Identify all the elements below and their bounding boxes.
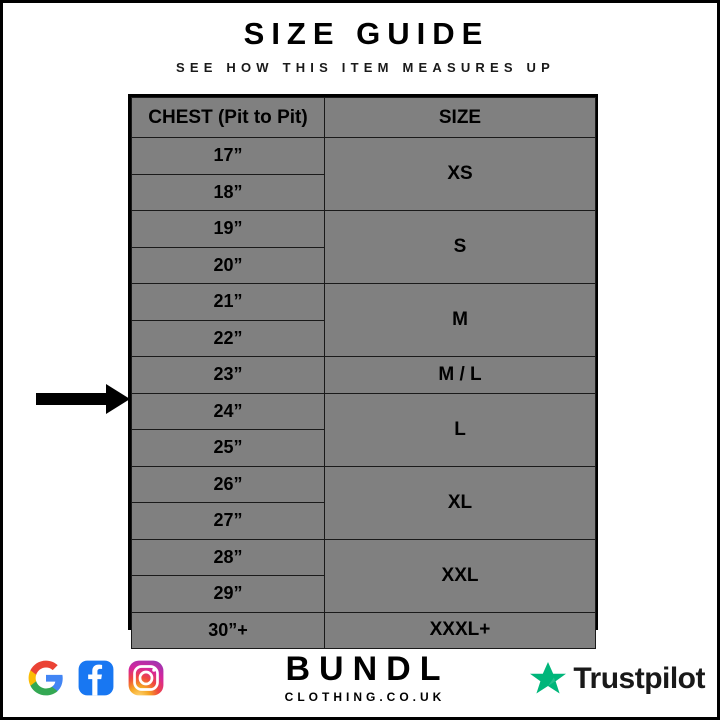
brand-domain: CLOTHING.CO.UK [284, 690, 446, 704]
chest-cell: 22” [131, 319, 325, 357]
size-cell: XXXL+ [324, 611, 596, 649]
chest-cell: 20” [131, 246, 325, 284]
chest-cell: 25” [131, 429, 325, 467]
table-row-selected[interactable]: 24” L [131, 392, 596, 467]
selection-arrow-icon [36, 384, 130, 414]
trustpilot-logo[interactable]: Trustpilot [527, 659, 705, 699]
chest-cell: 21” [131, 283, 325, 321]
chest-cell: 23” [131, 356, 325, 394]
size-table: CHEST (Pit to Pit) SIZE 17” XS 18” 19” S… [131, 97, 596, 649]
chest-cell: 17” [131, 137, 325, 175]
chest-cell: 29” [131, 575, 325, 613]
chest-cell: 27” [131, 502, 325, 540]
google-icon[interactable] [27, 659, 65, 697]
chest-cell: 26” [131, 465, 325, 503]
page-subtitle: SEE HOW THIS ITEM MEASURES UP [175, 60, 556, 75]
table-row[interactable]: 20” [131, 246, 596, 284]
page-title: SIZE GUIDE [243, 16, 490, 51]
size-cell: XXL [324, 538, 596, 613]
header: SIZE GUIDE SEE HOW THIS ITEM MEASURES UP [3, 16, 717, 77]
trustpilot-star-icon [530, 662, 567, 694]
table-row[interactable]: 17” XS [131, 137, 596, 211]
table-row[interactable]: 30”+ XXXL+ [131, 611, 596, 649]
chest-cell: 18” [131, 173, 325, 211]
chest-cell-selected: 24” [131, 392, 325, 430]
chest-cell: 19” [131, 210, 325, 248]
table-header-row: CHEST (Pit to Pit) SIZE [131, 97, 596, 138]
instagram-icon[interactable] [127, 659, 165, 697]
table-row[interactable]: 26” XL [131, 465, 596, 540]
table-row[interactable]: 18” [131, 173, 596, 211]
size-cell: M [324, 283, 596, 357]
brand-logo: BUNDL CLOTHING.CO.UK [3, 650, 717, 704]
table-row[interactable]: 29” [131, 575, 596, 613]
table-row[interactable]: 28” XXL [131, 538, 596, 613]
size-cell: M / L [324, 356, 596, 394]
table-row[interactable]: 27” [131, 502, 596, 540]
trustpilot-wordmark: Trustpilot [573, 662, 705, 695]
column-header-size: SIZE [324, 97, 596, 138]
size-cell: S [324, 210, 596, 284]
table-row[interactable]: 23” M / L [131, 356, 596, 394]
social-links [27, 659, 165, 697]
size-cell: XL [324, 465, 596, 540]
table-row[interactable]: 25” [131, 429, 596, 467]
footer: BUNDL CLOTHING.CO.UK Trustpilot [3, 643, 717, 717]
chest-cell: 28” [131, 538, 325, 576]
table-row[interactable]: 21” M [131, 283, 596, 357]
table-row[interactable]: 19” S [131, 210, 596, 284]
size-cell: XS [324, 137, 596, 211]
column-header-chest: CHEST (Pit to Pit) [131, 97, 325, 138]
size-table-container: CHEST (Pit to Pit) SIZE 17” XS 18” 19” S… [128, 94, 598, 649]
chest-cell: 30”+ [131, 611, 325, 649]
brand-name: BUNDL [285, 650, 450, 688]
size-cell-selected: L [324, 392, 596, 467]
facebook-icon[interactable] [77, 659, 115, 697]
